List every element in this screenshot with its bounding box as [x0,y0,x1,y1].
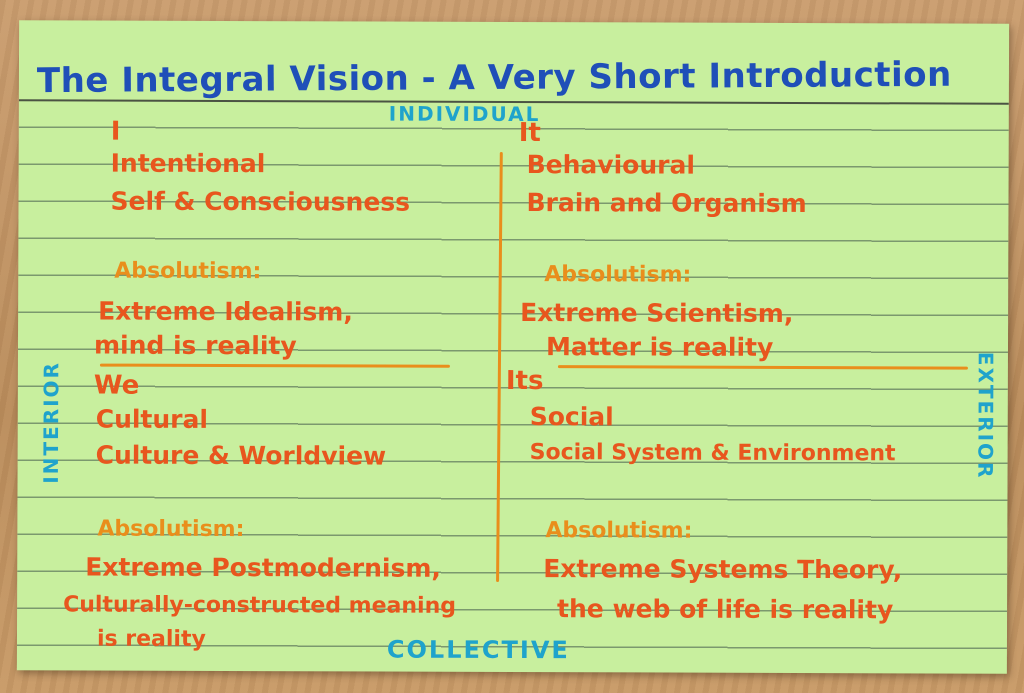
absolutism-text: Extreme Postmodernism, [85,552,441,583]
quadrant-heading: Its [505,365,544,397]
quadrant-line: Social System & Environment [529,440,896,467]
axis-label-interior: INTERIOR [38,360,64,484]
quadrant-heading: I [110,116,121,147]
quadrant-heading: We [93,370,140,401]
absolutism-text: the web of life is reality [557,594,894,625]
axis-label-individual: INDIVIDUAL [388,101,541,127]
absolutism-text: mind is reality [93,330,297,361]
axis-label-collective: COLLECTIVE [386,635,570,665]
absolutism-text: is reality [96,626,206,652]
absolutism-text: Extreme Idealism, [98,296,353,327]
quadrant-line: Brain and Organism [526,188,807,219]
axis-label-exterior: EXTERIOR [973,351,998,480]
index-card: The Integral Vision - A Very Short Intro… [16,20,1010,674]
card-title: The Integral Vision - A Very Short Intro… [36,54,952,102]
absolutism-label: Absolutism: [544,262,692,288]
quadrant-heading: It [518,118,541,149]
quadrant-line: Cultural [95,404,209,434]
absolutism-label: Absolutism: [114,258,262,285]
absolutism-text: Culturally-constructed meaning [63,592,457,619]
absolutism-label: Absolutism: [97,516,245,543]
quadrant-line: Intentional [110,148,266,179]
absolutism-label: Absolutism: [545,518,693,544]
absolutism-text: Extreme Scientism, [520,298,794,328]
absolutism-text: Matter is reality [545,332,774,362]
quadrant-line: Culture & Worldview [95,440,387,471]
quadrant-line: Self & Consciousness [110,186,411,217]
quadrant-line: Social [529,402,614,432]
absolutism-text: Extreme Systems Theory, [543,554,903,585]
quadrant-line: Behavioural [526,150,695,180]
